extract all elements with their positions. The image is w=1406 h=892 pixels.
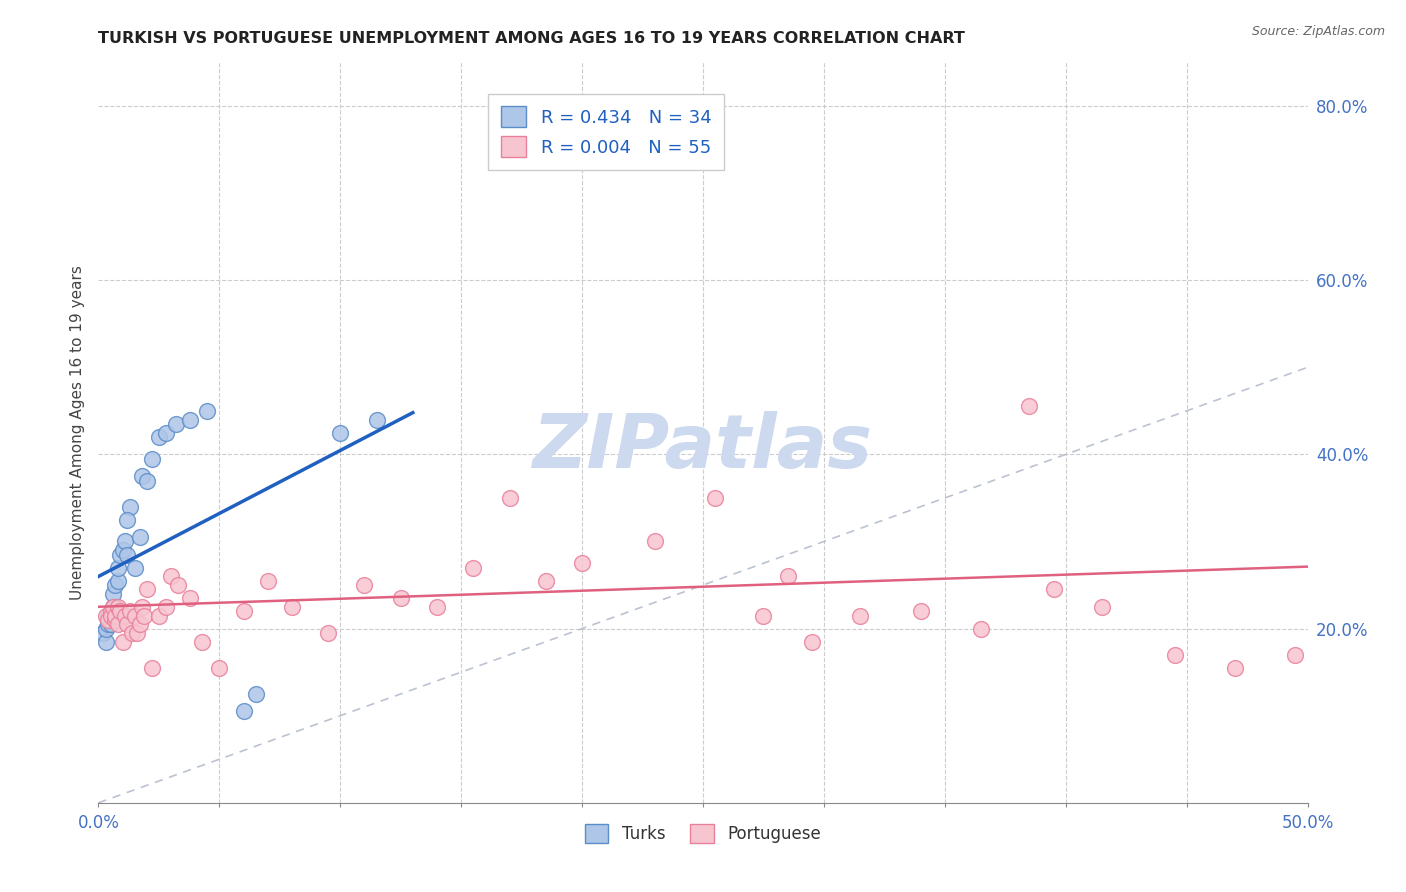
Point xyxy=(1018,400,1040,414)
Point xyxy=(128,530,150,544)
Point xyxy=(644,534,666,549)
Point xyxy=(108,604,131,618)
Point xyxy=(117,617,139,632)
Point xyxy=(148,430,170,444)
Point xyxy=(463,560,485,574)
Point xyxy=(124,560,146,574)
Point xyxy=(191,634,214,648)
Point xyxy=(752,608,775,623)
Point xyxy=(970,622,993,636)
Point xyxy=(135,474,157,488)
Point xyxy=(134,608,156,623)
Point xyxy=(704,491,727,505)
Point xyxy=(104,613,127,627)
Point xyxy=(232,704,254,718)
Point xyxy=(141,451,163,466)
Point xyxy=(94,622,117,636)
Point xyxy=(179,591,201,606)
Point xyxy=(107,574,129,588)
Point xyxy=(353,578,375,592)
Point xyxy=(100,608,122,623)
Point xyxy=(167,578,190,592)
Point xyxy=(107,560,129,574)
Point xyxy=(100,604,122,618)
Point xyxy=(117,513,139,527)
Point xyxy=(107,617,129,632)
Point xyxy=(160,569,183,583)
Text: TURKISH VS PORTUGUESE UNEMPLOYMENT AMONG AGES 16 TO 19 YEARS CORRELATION CHART: TURKISH VS PORTUGUESE UNEMPLOYMENT AMONG… xyxy=(98,31,966,46)
Text: Source: ZipAtlas.com: Source: ZipAtlas.com xyxy=(1251,25,1385,38)
Point xyxy=(329,425,352,440)
Point xyxy=(107,599,129,614)
Point xyxy=(114,534,136,549)
Point xyxy=(104,578,127,592)
Point xyxy=(101,599,124,614)
Point xyxy=(607,143,630,157)
Point xyxy=(910,604,932,618)
Point xyxy=(155,599,177,614)
Point xyxy=(94,634,117,648)
Point xyxy=(108,548,131,562)
Point xyxy=(366,412,388,426)
Point xyxy=(111,634,134,648)
Point xyxy=(114,608,136,623)
Point xyxy=(776,569,799,583)
Point xyxy=(141,661,163,675)
Point xyxy=(800,634,823,648)
Point xyxy=(165,417,187,431)
Y-axis label: Unemployment Among Ages 16 to 19 years: Unemployment Among Ages 16 to 19 years xyxy=(69,265,84,600)
Point xyxy=(101,587,124,601)
Point xyxy=(208,661,231,675)
Point xyxy=(127,626,149,640)
Point xyxy=(94,608,117,623)
Point xyxy=(426,599,449,614)
Point xyxy=(316,626,339,640)
Point xyxy=(104,608,127,623)
Point xyxy=(97,613,120,627)
Point xyxy=(100,617,122,632)
Text: ZIPatlas: ZIPatlas xyxy=(533,411,873,484)
Point xyxy=(117,548,139,562)
Point xyxy=(498,491,520,505)
Point xyxy=(111,543,134,558)
Point xyxy=(195,404,218,418)
Point xyxy=(131,599,153,614)
Point xyxy=(849,608,872,623)
Point xyxy=(281,599,304,614)
Legend: Turks, Portuguese: Turks, Portuguese xyxy=(578,817,828,850)
Point xyxy=(100,608,122,623)
Point xyxy=(91,626,114,640)
Point xyxy=(1042,582,1064,597)
Point xyxy=(245,687,267,701)
Point xyxy=(97,608,120,623)
Point xyxy=(179,412,201,426)
Point xyxy=(124,608,146,623)
Point xyxy=(256,574,278,588)
Point xyxy=(232,604,254,618)
Point xyxy=(118,604,141,618)
Point xyxy=(1091,599,1114,614)
Point xyxy=(107,604,129,618)
Point xyxy=(104,599,127,614)
Point xyxy=(118,500,141,514)
Point xyxy=(131,469,153,483)
Point xyxy=(128,617,150,632)
Point xyxy=(121,626,143,640)
Point xyxy=(571,556,593,570)
Point xyxy=(155,425,177,440)
Point xyxy=(389,591,412,606)
Point xyxy=(534,574,557,588)
Point xyxy=(135,582,157,597)
Point xyxy=(1163,648,1185,662)
Point xyxy=(1223,661,1246,675)
Point xyxy=(148,608,170,623)
Point xyxy=(1284,648,1306,662)
Point xyxy=(97,617,120,632)
Point xyxy=(101,599,124,614)
